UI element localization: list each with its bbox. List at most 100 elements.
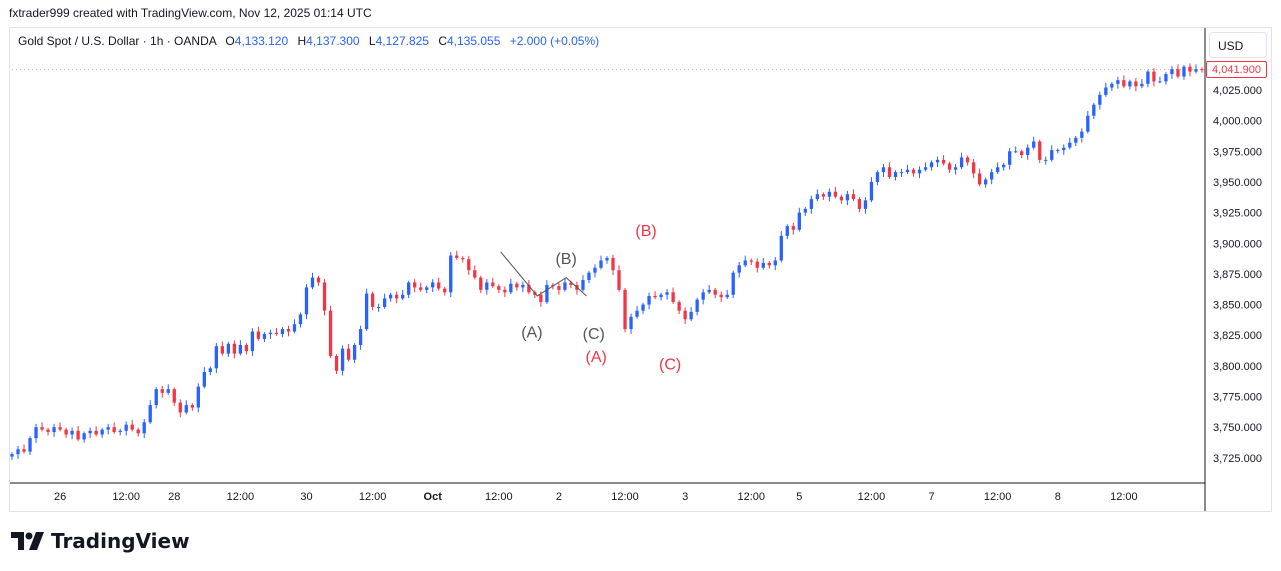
- candle[interactable]: [1188, 63, 1192, 77]
- candle[interactable]: [220, 341, 225, 356]
- candle[interactable]: [382, 293, 387, 309]
- candle[interactable]: [238, 340, 243, 356]
- candle[interactable]: [316, 275, 321, 286]
- candle[interactable]: [202, 367, 206, 389]
- candle[interactable]: [401, 289, 405, 301]
- candle[interactable]: [52, 423, 56, 437]
- candle[interactable]: [376, 303, 381, 312]
- candle[interactable]: [983, 177, 988, 188]
- candle[interactable]: [671, 287, 675, 304]
- candle[interactable]: [310, 272, 315, 290]
- candle[interactable]: [761, 258, 765, 270]
- candle[interactable]: [1122, 75, 1126, 89]
- candle[interactable]: [352, 343, 357, 364]
- wave-label[interactable]: (B): [555, 251, 576, 268]
- candle[interactable]: [839, 194, 844, 204]
- candle[interactable]: [70, 427, 74, 440]
- candle[interactable]: [268, 329, 273, 339]
- candle[interactable]: [893, 170, 898, 181]
- candle[interactable]: [88, 427, 92, 439]
- candle[interactable]: [172, 387, 176, 406]
- candle[interactable]: [785, 224, 789, 240]
- candle[interactable]: [989, 168, 994, 185]
- candle[interactable]: [394, 291, 399, 304]
- candle[interactable]: [124, 421, 128, 436]
- candle[interactable]: [863, 197, 868, 214]
- candle[interactable]: [407, 280, 411, 299]
- candle[interactable]: [1098, 91, 1102, 110]
- wave-label[interactable]: (A): [586, 349, 607, 366]
- candle[interactable]: [64, 427, 68, 438]
- candle[interactable]: [328, 305, 333, 358]
- candle[interactable]: [971, 159, 976, 179]
- candle[interactable]: [82, 431, 86, 443]
- wave-zigzag-line[interactable]: [500, 251, 587, 297]
- candle[interactable]: [413, 279, 417, 293]
- candle[interactable]: [479, 275, 483, 294]
- candle[interactable]: [1074, 135, 1078, 147]
- candle[interactable]: [611, 254, 615, 276]
- candle[interactable]: [821, 192, 826, 200]
- candle[interactable]: [509, 278, 513, 295]
- candle[interactable]: [869, 177, 874, 203]
- candle[interactable]: [767, 261, 771, 269]
- candle[interactable]: [34, 423, 38, 443]
- candle[interactable]: [274, 327, 279, 336]
- candle[interactable]: [953, 163, 958, 175]
- currency-selector[interactable]: USD: [1209, 32, 1267, 58]
- candle[interactable]: [917, 166, 922, 179]
- candle[interactable]: [947, 161, 952, 174]
- candle[interactable]: [503, 286, 507, 298]
- candle[interactable]: [521, 281, 525, 293]
- wave-label[interactable]: (B): [635, 223, 656, 240]
- candle[interactable]: [449, 252, 453, 298]
- candle[interactable]: [1080, 128, 1084, 143]
- candle[interactable]: [1164, 72, 1168, 85]
- candle[interactable]: [1050, 145, 1054, 162]
- candle[interactable]: [1092, 102, 1096, 120]
- candle[interactable]: [845, 190, 850, 206]
- candle[interactable]: [190, 403, 194, 411]
- candle[interactable]: [803, 207, 807, 216]
- wave-label[interactable]: (C): [659, 357, 681, 374]
- candle[interactable]: [635, 305, 639, 319]
- candle[interactable]: [779, 231, 783, 263]
- candle[interactable]: [755, 258, 759, 273]
- candle[interactable]: [304, 284, 309, 320]
- candle[interactable]: [1128, 79, 1132, 90]
- candle[interactable]: [232, 340, 237, 359]
- candle[interactable]: [10, 452, 14, 460]
- candle[interactable]: [545, 280, 549, 304]
- tradingview-brand[interactable]: TradingView: [11, 529, 190, 553]
- candle[interactable]: [22, 444, 26, 454]
- candle[interactable]: [1152, 68, 1156, 87]
- candle[interactable]: [557, 282, 561, 295]
- wave-label[interactable]: (C): [583, 326, 605, 343]
- candle[interactable]: [791, 222, 795, 235]
- candle[interactable]: [851, 189, 856, 201]
- candle[interactable]: [388, 292, 393, 302]
- candle[interactable]: [358, 325, 363, 350]
- candle[interactable]: [1020, 149, 1024, 159]
- symbol-title[interactable]: Gold Spot / U.S. Dollar · 1h · OANDA: [18, 34, 217, 48]
- candle[interactable]: [148, 400, 152, 425]
- candle[interactable]: [455, 250, 459, 260]
- candle[interactable]: [881, 163, 886, 177]
- candle[interactable]: [911, 167, 916, 177]
- candle[interactable]: [725, 289, 729, 300]
- candle[interactable]: [593, 264, 597, 278]
- candle[interactable]: [1146, 69, 1150, 88]
- candle[interactable]: [587, 270, 591, 284]
- candle[interactable]: [419, 282, 423, 292]
- candle[interactable]: [695, 297, 699, 316]
- candle[interactable]: [731, 270, 735, 299]
- candle[interactable]: [431, 279, 435, 293]
- candle[interactable]: [178, 399, 182, 418]
- candle[interactable]: [1110, 82, 1114, 91]
- candle[interactable]: [1182, 64, 1186, 80]
- candle[interactable]: [797, 207, 801, 232]
- candle[interactable]: [100, 427, 104, 438]
- candle[interactable]: [160, 385, 164, 398]
- candle[interactable]: [40, 422, 44, 432]
- candle[interactable]: [581, 275, 585, 292]
